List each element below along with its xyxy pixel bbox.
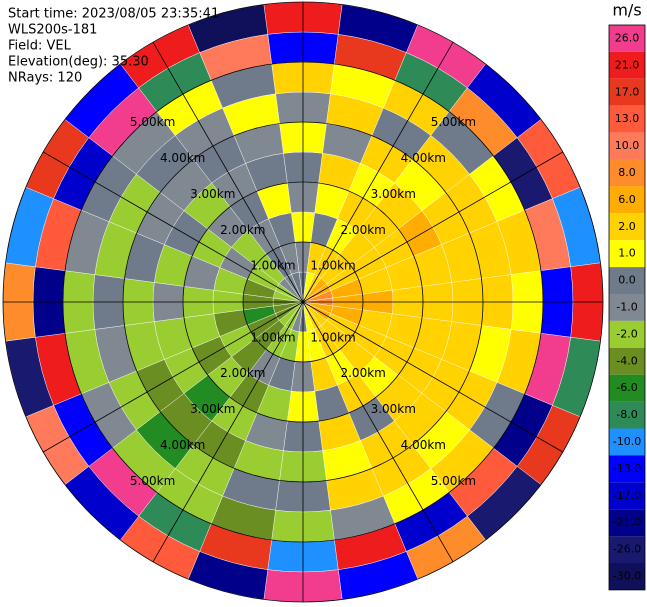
colorbar-bin bbox=[609, 159, 645, 187]
colorbar-bin bbox=[609, 455, 645, 483]
colorbar-tick-label: -2.0 bbox=[616, 327, 637, 340]
range-label: 5.00km bbox=[130, 115, 175, 129]
range-label: 2.00km bbox=[340, 223, 385, 237]
colorbar-tick-label: 0.0 bbox=[618, 274, 636, 287]
range-label: 1.00km bbox=[250, 259, 295, 273]
range-ring bbox=[62, 61, 544, 543]
range-label: 5.00km bbox=[431, 474, 476, 488]
colorbar-tick-label: -26.0 bbox=[613, 543, 641, 556]
colorbar-bin bbox=[609, 105, 645, 133]
range-label: 1.00km bbox=[310, 330, 355, 344]
colorbar-frame bbox=[608, 24, 646, 591]
range-label: 3.00km bbox=[190, 402, 235, 416]
colorbar-bin bbox=[609, 78, 645, 106]
colorbar-bin bbox=[609, 320, 645, 348]
range-label: 5.00km bbox=[431, 115, 476, 129]
colorbar-tick-label: -4.0 bbox=[616, 354, 637, 367]
header-line: NRays: 120 bbox=[8, 71, 82, 86]
range-label: 2.00km bbox=[340, 366, 385, 380]
range-label: 1.00km bbox=[310, 259, 355, 273]
colorbar-tick-label: -8.0 bbox=[616, 408, 637, 421]
colorbar-bin bbox=[609, 267, 645, 294]
header-line: Start time: 2023/08/05 23:35:41 bbox=[8, 7, 219, 22]
colorbar-title: m/s bbox=[612, 1, 641, 20]
range-ring bbox=[242, 241, 364, 363]
colorbar-bin bbox=[609, 374, 645, 402]
range-label: 1.00km bbox=[250, 330, 295, 344]
colorbar-bin bbox=[609, 509, 645, 537]
range-label: 4.00km bbox=[160, 151, 205, 165]
colorbar-tick-label: 21.0 bbox=[615, 58, 640, 71]
colorbar-tick-label: 10.0 bbox=[615, 139, 640, 152]
range-label: 3.00km bbox=[371, 402, 416, 416]
range-label: 2.00km bbox=[220, 223, 265, 237]
colorbar-tick-label: 6.0 bbox=[618, 193, 636, 206]
range-overlay: 1.00km 1.00km 1.00km 1.00km 2.00km 2.00km 2.00… bbox=[2, 1, 604, 603]
range-label: 3.00km bbox=[371, 187, 416, 201]
range-label: 4.00km bbox=[401, 438, 446, 452]
header-line: Elevation(deg): 35.30 bbox=[8, 55, 149, 70]
range-label: 4.00km bbox=[160, 438, 205, 452]
range-ring bbox=[122, 121, 484, 483]
colorbar-bin bbox=[609, 563, 645, 590]
colorbar-tick-label: 8.0 bbox=[618, 166, 636, 179]
colorbar-bin bbox=[609, 401, 645, 429]
colorbar-tick-label: -10.0 bbox=[613, 435, 641, 448]
colorbar-tick-label: -21.0 bbox=[613, 516, 641, 529]
spoke bbox=[152, 41, 454, 563]
colorbar-bin bbox=[609, 51, 645, 79]
colorbar-bin bbox=[609, 132, 645, 160]
colorbar-bin bbox=[609, 482, 645, 510]
colorbar: m/s 26.0 21.0 17.0 13.0 10.0 8.0 6.0 2.0 1.0 0.0 -… bbox=[608, 1, 646, 591]
colorbar-bin bbox=[609, 347, 645, 375]
colorbar-tick-label: 2.0 bbox=[618, 220, 636, 233]
colorbar-bin bbox=[609, 536, 645, 563]
colorbar-tick-label: -6.0 bbox=[616, 381, 637, 394]
header-line: WLS200s-181 bbox=[8, 23, 97, 38]
colorbar-tick-label: -1.0 bbox=[616, 300, 637, 313]
colorbar-bin bbox=[609, 240, 645, 268]
header-line: Field: VEL bbox=[8, 39, 72, 54]
colorbar-bin bbox=[609, 186, 645, 214]
header: Start time: 2023/08/05 23:35:41WLS200s-1… bbox=[8, 7, 219, 86]
colorbar-tick-label: 17.0 bbox=[615, 85, 640, 98]
range-label: 2.00km bbox=[220, 366, 265, 380]
range-label: 4.00km bbox=[401, 151, 446, 165]
colorbar-tick-label: 26.0 bbox=[615, 31, 640, 44]
colorbar-bin bbox=[609, 25, 645, 52]
range-label: 5.00km bbox=[130, 474, 175, 488]
colorbar-tick-label: -30.0 bbox=[613, 569, 641, 582]
range-label: 3.00km bbox=[190, 187, 235, 201]
range-ring bbox=[2, 1, 604, 603]
colorbar-bin bbox=[609, 213, 645, 241]
colorbar-bin bbox=[609, 294, 645, 321]
colorbar-tick-label: -13.0 bbox=[613, 462, 641, 475]
colorbar-bin bbox=[609, 428, 645, 456]
colorbar-tick-label: 13.0 bbox=[615, 112, 640, 125]
velocity-field bbox=[2, 1, 604, 603]
colorbar-tick-label: 1.0 bbox=[618, 247, 636, 260]
range-ring bbox=[182, 181, 424, 423]
colorbar-tick-label: -17.0 bbox=[613, 489, 641, 502]
